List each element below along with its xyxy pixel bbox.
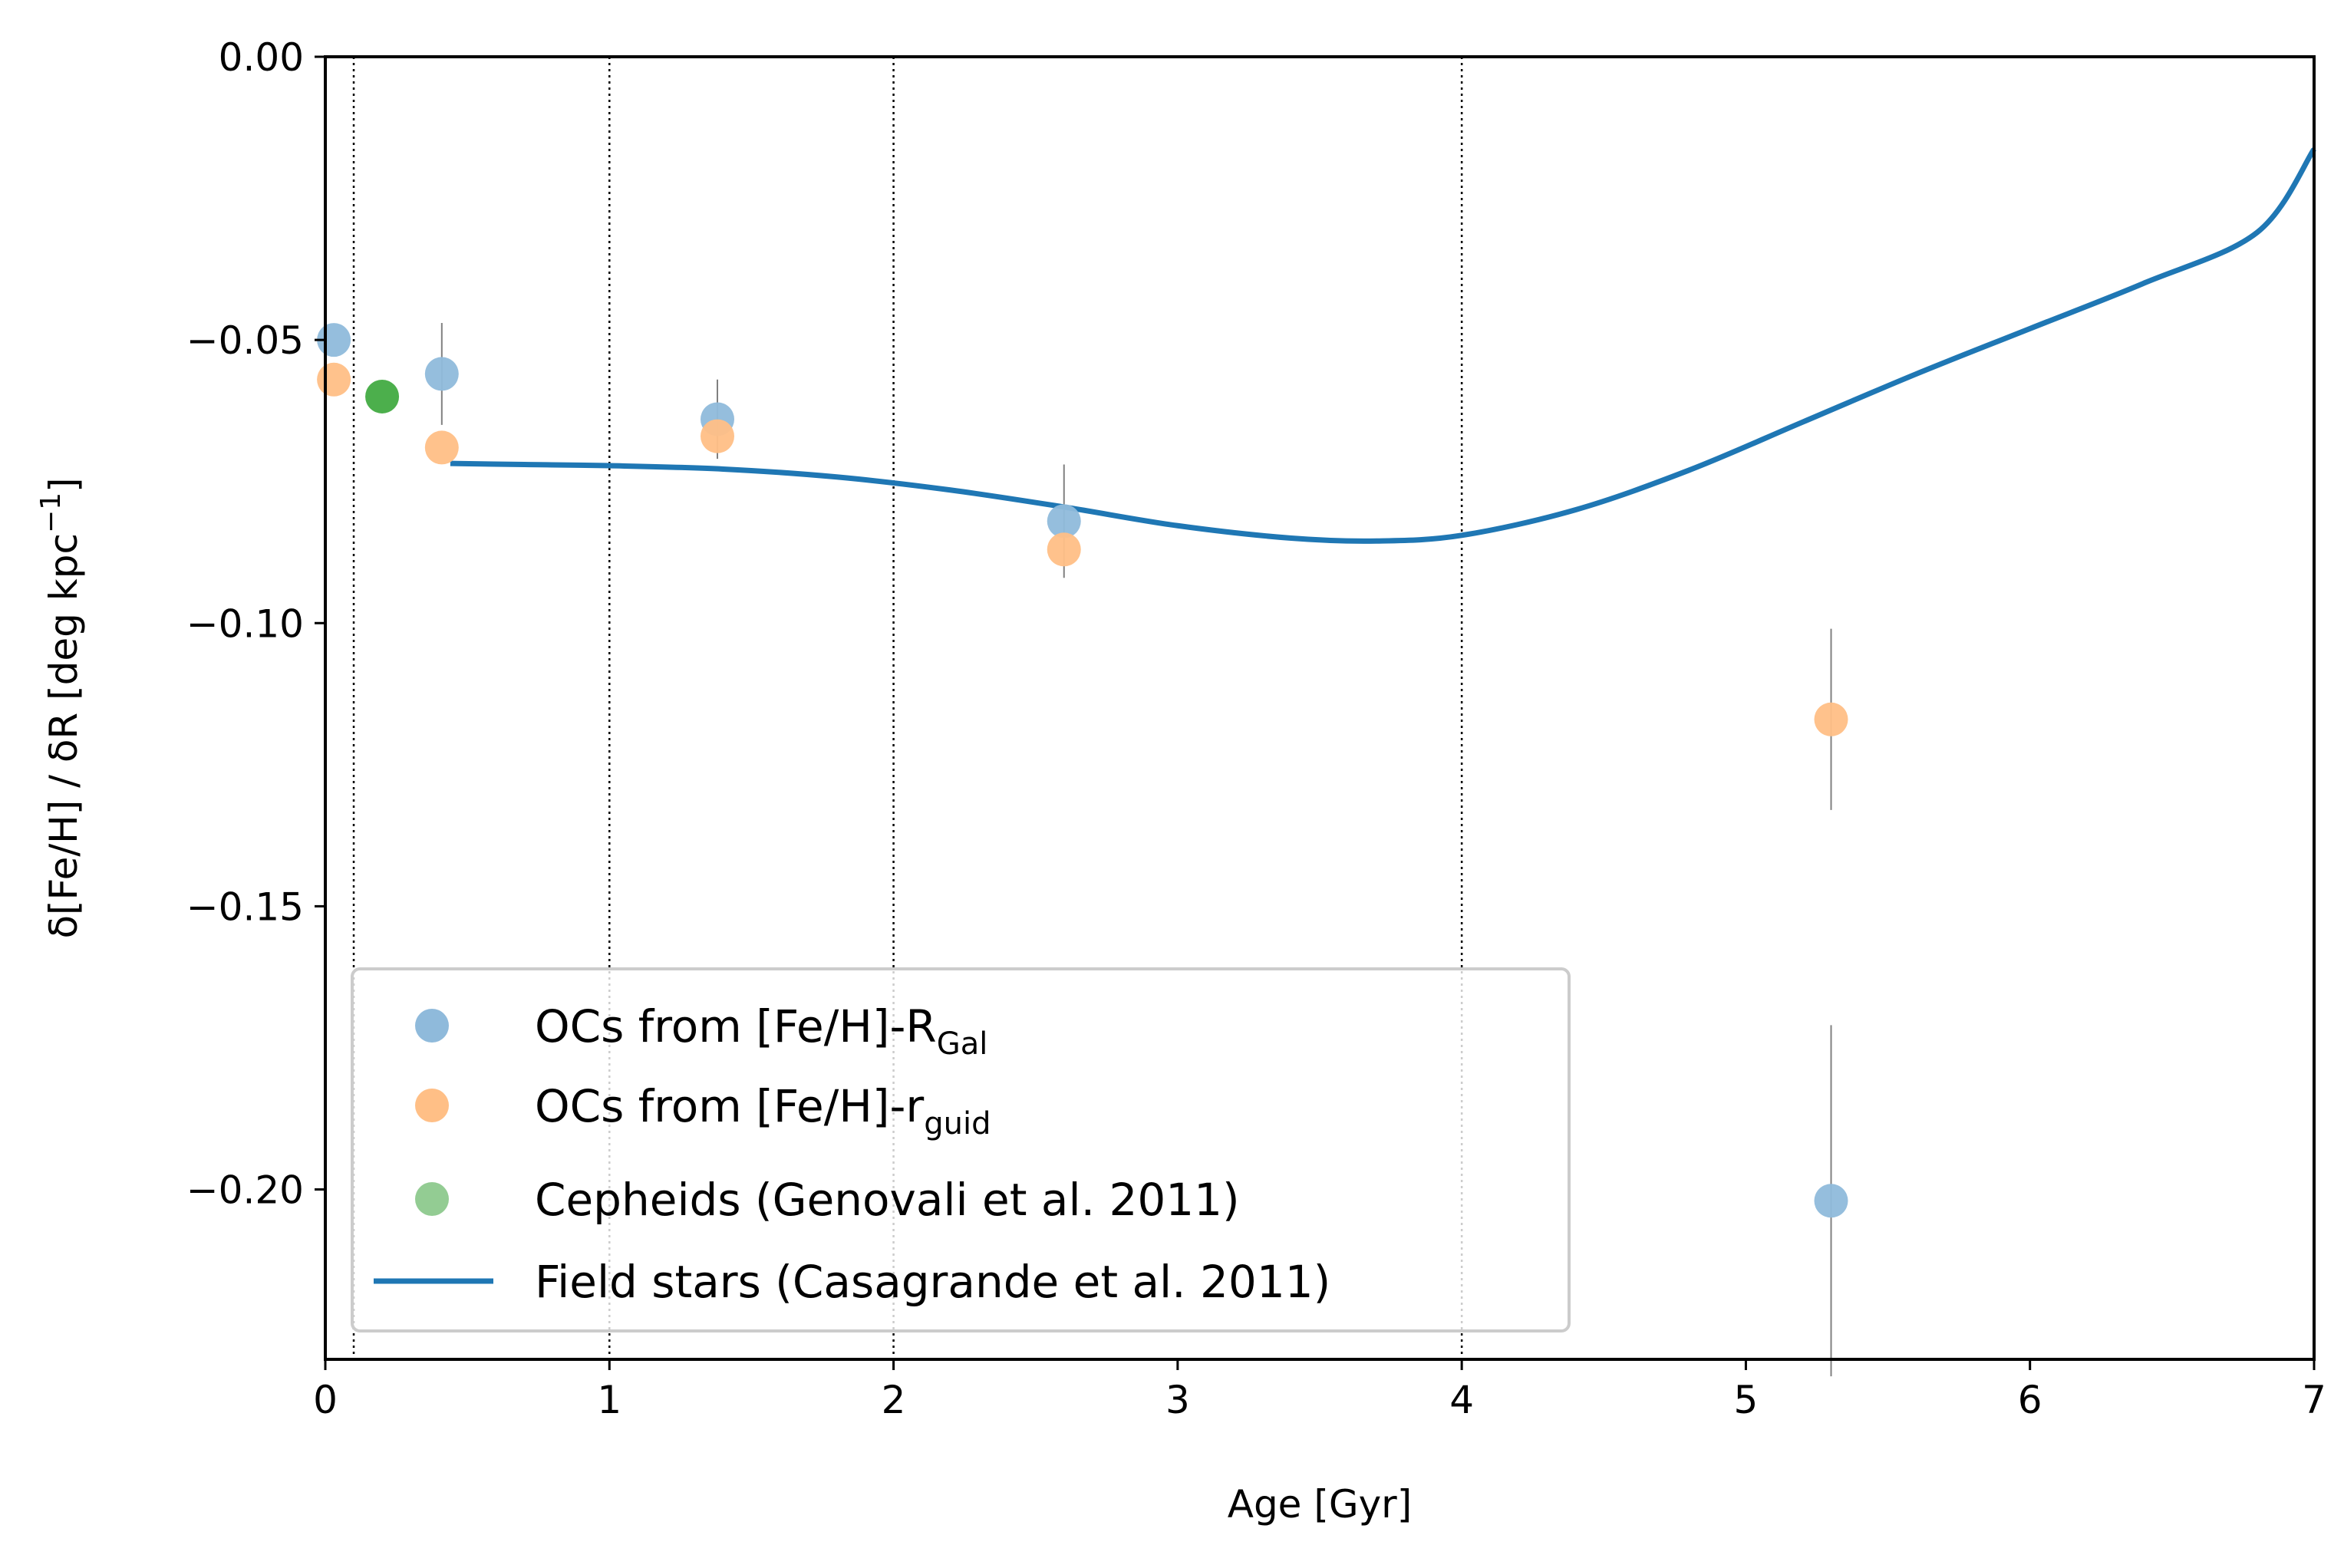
- legend-label-series-3: Field stars (Casagrande et al. 2011): [535, 1256, 1330, 1308]
- legend-marker-series-1: [415, 1089, 449, 1122]
- data-point-series-0: [1047, 504, 1081, 539]
- legend-marker-series-2: [415, 1182, 449, 1216]
- legend: OCs from [Fe/H]-RGal OCs from [Fe/H]-rgui…: [351, 967, 1571, 1332]
- data-point-series-2: [365, 379, 400, 413]
- data-point-series-0: [1814, 1184, 1848, 1218]
- legend-label-series-2: Cepheids (Genovali et al. 2011): [535, 1174, 1240, 1226]
- series-line-field-stars: [450, 147, 2316, 544]
- data-point-series-0: [424, 357, 459, 391]
- legend-label-series-1: OCs from [Fe/H]-rguid: [535, 1080, 991, 1141]
- y-tick-label: −0.20: [186, 1168, 304, 1213]
- y-tick-label: −0.15: [186, 884, 304, 929]
- data-point-series-1: [1047, 532, 1081, 567]
- y-tick-label: −0.10: [186, 601, 304, 646]
- legend-label-subscript: guid: [924, 1106, 991, 1141]
- y-axis-label: δ[Fe/H] / δR [deg kpc−1]: [35, 477, 86, 938]
- data-point-series-1: [700, 419, 734, 453]
- x-tick-label: 7: [2302, 1378, 2326, 1422]
- y-tick-label: 0.00: [219, 35, 304, 80]
- data-point-series-1: [317, 362, 351, 397]
- legend-marker-series-0: [415, 1009, 449, 1043]
- y-tick-label: −0.05: [186, 318, 304, 363]
- legend-label-main: OCs from [Fe/H]-r: [535, 1080, 924, 1132]
- legend-label-main: Cepheids (Genovali et al. 2011): [535, 1174, 1240, 1226]
- legend-box: [351, 967, 1571, 1332]
- x-axis-label: Age [Gyr]: [1228, 1482, 1413, 1527]
- y-axis-ticks: 0.00 −0.05 −0.10 −0.15 −0.20: [186, 35, 325, 1213]
- x-tick-label: 3: [1165, 1378, 1190, 1422]
- legend-items: OCs from [Fe/H]-RGal OCs from [Fe/H]-rgui…: [374, 1000, 1330, 1308]
- legend-label-main: OCs from [Fe/H]-R: [535, 1000, 937, 1052]
- x-tick-label: 6: [2018, 1378, 2042, 1422]
- x-tick-label: 4: [1449, 1378, 1474, 1422]
- plot-frame: [324, 55, 2316, 1361]
- x-tick-label: 0: [313, 1378, 338, 1422]
- vertical-reference-lines: [352, 57, 1463, 1359]
- x-axis-ticks: 0 1 2 3 4 5 6 7: [313, 1359, 2326, 1422]
- x-tick-label: 2: [882, 1378, 906, 1422]
- data-point-series-1: [1814, 702, 1848, 736]
- x-tick-label: 1: [597, 1378, 621, 1422]
- data-point-series-1: [424, 430, 459, 465]
- x-tick-label: 5: [1734, 1378, 1759, 1422]
- legend-label-main: Field stars (Casagrande et al. 2011): [535, 1256, 1330, 1308]
- legend-label-series-0: OCs from [Fe/H]-RGal: [535, 1000, 987, 1062]
- legend-label-subscript: Gal: [937, 1026, 988, 1062]
